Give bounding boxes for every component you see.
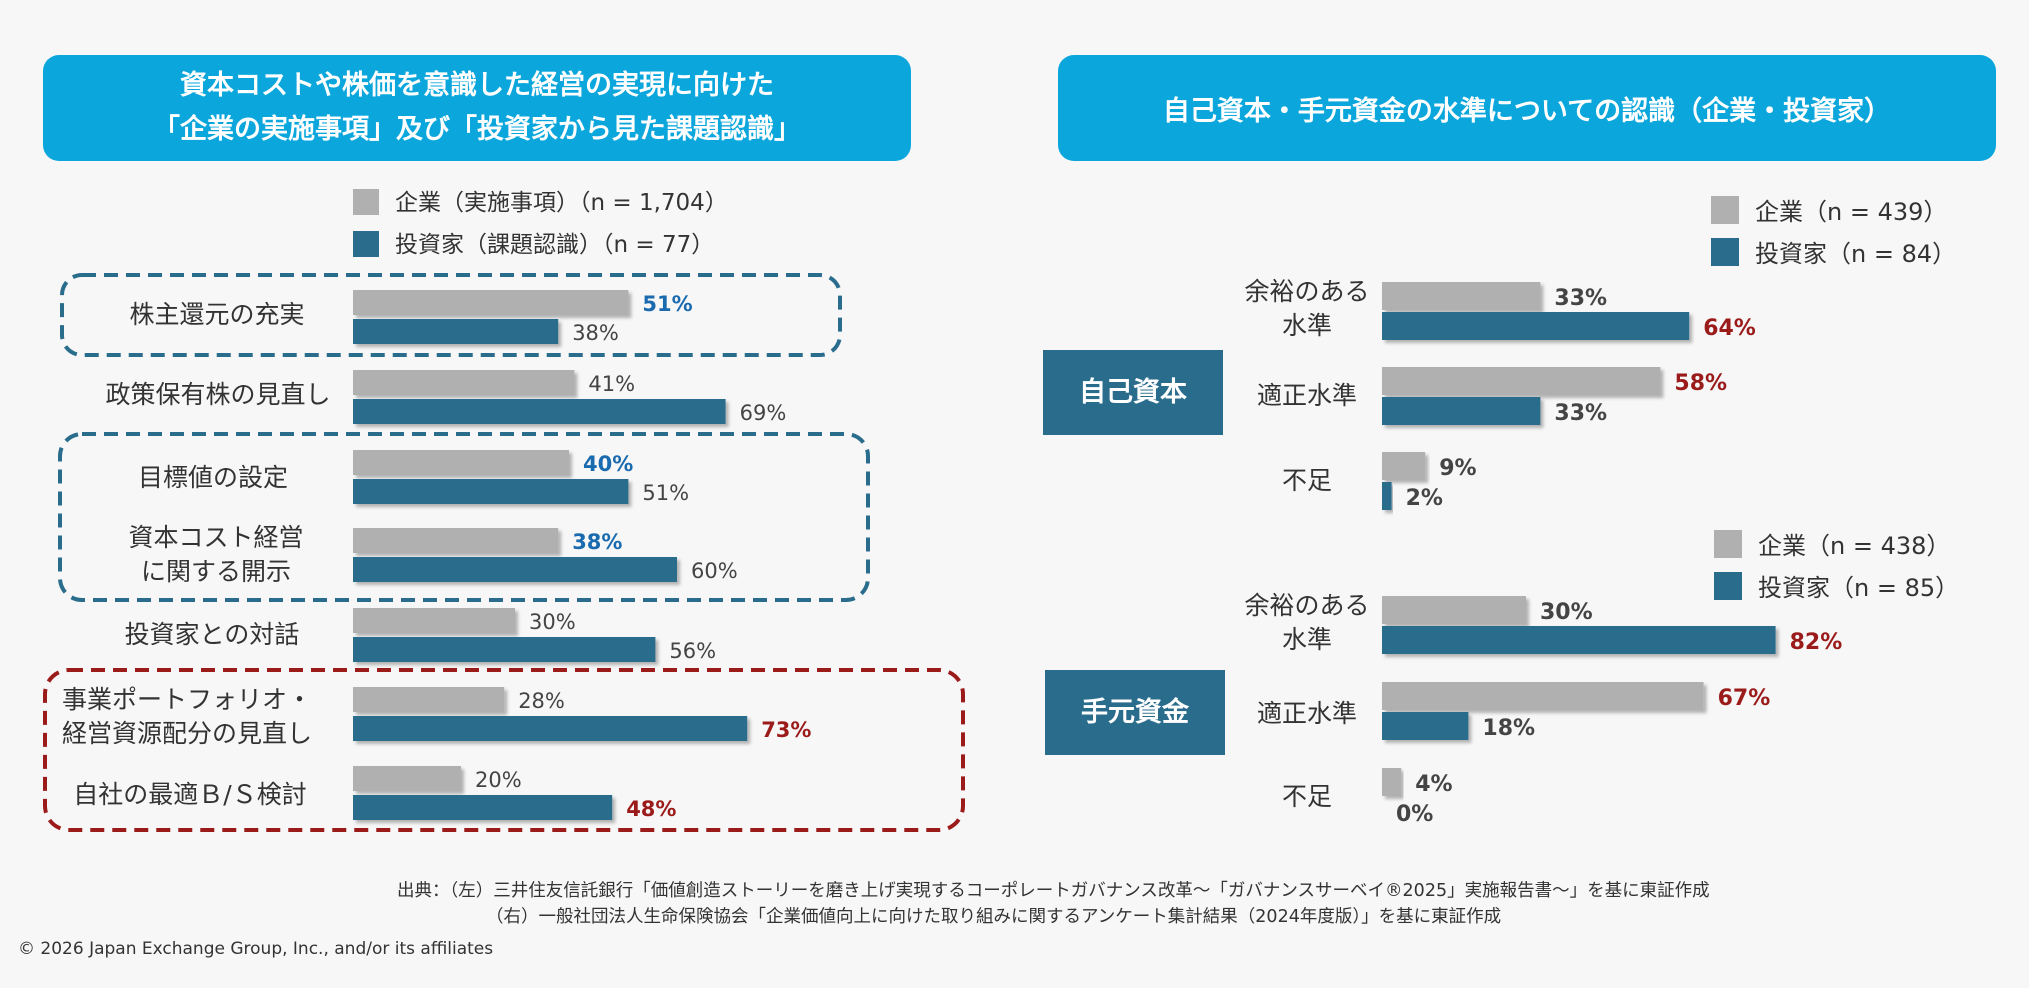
category-label: 適正水準 [1257, 699, 1357, 728]
data-label-company: 40% [583, 452, 633, 476]
data-label-investor: 69% [740, 401, 787, 425]
bar-company [353, 450, 569, 475]
data-label-company: 4% [1415, 772, 1452, 797]
copyright-text: © 2026 Japan Exchange Group, Inc., and/o… [18, 939, 494, 959]
data-label-company: 41% [588, 372, 635, 396]
bar-investor [353, 795, 613, 820]
left-title-line2: 「企業の実施事項」及び「投資家から見た課題認識」 [153, 114, 801, 145]
highlight-frame-blue-1 [60, 273, 842, 357]
legend-swatch-company [1714, 530, 1742, 558]
legend-label-investor: 投資家（n = 85） [1758, 574, 1959, 602]
right-chart-title: 自己資本・手元資金の水準についての認識（企業・投資家） [1058, 55, 1996, 161]
data-label-investor: 82% [1790, 630, 1843, 655]
bar-investor [353, 637, 656, 662]
bar-investor [1382, 312, 1690, 340]
bar-investor [1382, 482, 1392, 510]
bar-investor [353, 319, 559, 344]
group-box-cash [1045, 670, 1225, 755]
category-label: 余裕のある [1244, 591, 1369, 620]
data-label-company: 33% [1554, 286, 1607, 311]
data-label-company: 51% [642, 292, 692, 316]
data-label-company: 67% [1718, 686, 1771, 711]
legend-swatch-investor [1714, 572, 1742, 600]
legend-swatch-company [353, 189, 379, 215]
bar-company [1382, 367, 1661, 395]
bar-company [1382, 596, 1526, 624]
bar-company [1382, 682, 1704, 710]
bar-investor [1382, 397, 1541, 425]
bar-company [353, 290, 629, 315]
legend-label-company: 企業（n = 438） [1758, 532, 1950, 560]
data-label-investor: 0% [1396, 802, 1433, 827]
left-chart-title: 資本コストや株価を意識した経営の実現に向けた 「企業の実施事項」及び「投資家から… [43, 55, 911, 161]
source-note-left: 出典：（左）三井住友信託銀行「価値創造ストーリーを磨き上げ実現するコーポレートガ… [397, 881, 1710, 901]
data-label-investor: 60% [691, 559, 738, 583]
data-label-company: 30% [529, 610, 576, 634]
category-label: 適正水準 [1257, 381, 1357, 410]
category-label: 経営資源配分の見直し [62, 719, 312, 748]
legend-swatch-investor [353, 231, 379, 257]
bar-company [353, 528, 559, 553]
data-label-company: 58% [1674, 371, 1727, 396]
data-label-investor: 33% [1554, 401, 1607, 426]
category-label: 自社の最適Ｂ/Ｓ検討 [73, 780, 306, 809]
bar-company [353, 687, 505, 712]
category-label: 事業ポートフォリオ・ [62, 685, 312, 714]
category-label: 不足 [1282, 466, 1332, 495]
category-label: 余裕のある [1244, 277, 1369, 306]
legend-label-company: 企業（実施事項）（n = 1,704） [395, 190, 728, 216]
data-label-company: 28% [518, 689, 565, 713]
bar-company [353, 608, 515, 633]
bar-investor [1382, 712, 1469, 740]
category-label: 水準 [1282, 625, 1332, 654]
data-label-company: 9% [1439, 456, 1476, 481]
legend-label-investor: 投資家（課題認識）（n = 77） [395, 232, 714, 258]
bar-company [1382, 282, 1541, 310]
legend-label-company: 企業（n = 439） [1755, 198, 1947, 226]
category-label: に関する開示 [141, 557, 291, 586]
category-label: 投資家との対話 [125, 620, 300, 649]
bar-company [1382, 768, 1402, 796]
bar-investor [1382, 626, 1776, 654]
group-label-own-capital: 自己資本 [1079, 376, 1187, 408]
data-label-investor: 2% [1406, 486, 1443, 511]
data-label-company: 38% [572, 530, 622, 554]
bar-company [353, 370, 575, 395]
legend-swatch-investor [1711, 238, 1739, 266]
left-title-line1: 資本コストや株価を意識した経営の実現に向けた [180, 70, 774, 101]
bar-investor [353, 479, 629, 504]
bar-company [353, 766, 461, 791]
data-label-investor: 18% [1482, 716, 1535, 741]
bar-investor [353, 557, 677, 582]
data-label-investor: 56% [669, 639, 716, 663]
data-label-investor: 38% [572, 321, 619, 345]
group-label-cash: 手元資金 [1081, 696, 1190, 728]
bar-investor [353, 716, 748, 741]
category-label: 目標値の設定 [138, 463, 288, 492]
legend-label-investor: 投資家（n = 84） [1755, 240, 1956, 268]
highlight-frame-blue-2 [58, 432, 870, 602]
data-label-investor: 73% [761, 718, 811, 742]
data-label-company: 20% [475, 768, 522, 792]
source-note-right: （右）一般社団法人生命保険協会「企業価値向上に向けた取り組みに関するアンケート集… [486, 907, 1502, 927]
group-box-own-capital [1043, 350, 1223, 435]
bar-company [1382, 452, 1426, 480]
data-label-investor: 48% [626, 797, 676, 821]
category-label: 水準 [1282, 311, 1332, 340]
category-label: 政策保有株の見直し [105, 380, 330, 409]
data-label-investor: 64% [1703, 316, 1756, 341]
data-label-company: 30% [1540, 600, 1593, 625]
category-label: 不足 [1282, 782, 1332, 811]
category-label: 資本コスト経営 [128, 523, 303, 552]
right-title-text: 自己資本・手元資金の水準についての認識（企業・投資家） [1162, 95, 1892, 127]
bar-investor [353, 399, 726, 424]
category-label: 株主還元の充実 [129, 300, 304, 329]
legend-swatch-company [1711, 196, 1739, 224]
data-label-investor: 51% [642, 481, 689, 505]
